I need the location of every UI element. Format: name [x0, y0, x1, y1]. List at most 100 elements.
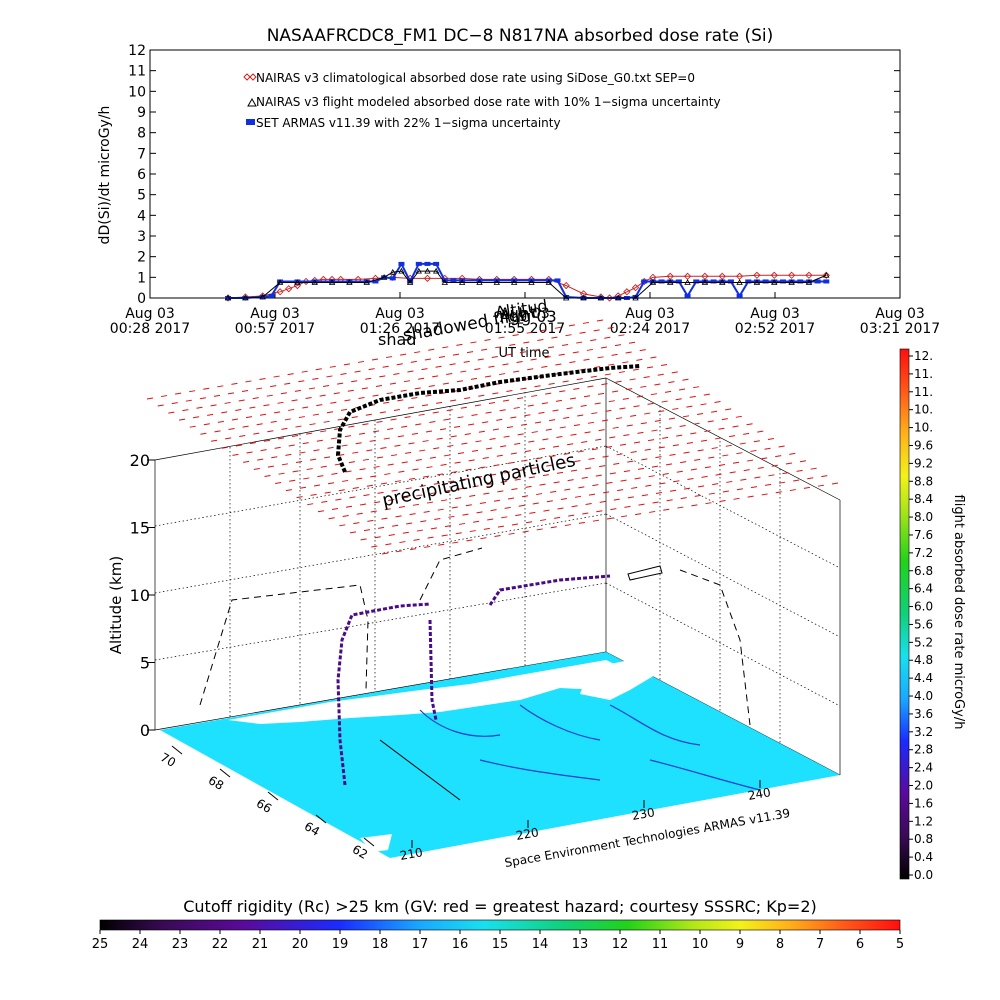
series-line — [228, 261, 827, 299]
mesh-dash — [761, 457, 768, 460]
mesh-dash — [486, 447, 493, 450]
mesh-dash — [447, 480, 454, 483]
mesh-dash — [502, 399, 510, 402]
mesh-dash — [316, 404, 323, 407]
mesh-dash — [460, 406, 467, 409]
mesh-dash — [312, 413, 319, 416]
dose-tick-label: 11. — [914, 385, 933, 399]
mesh-dash — [405, 487, 412, 490]
data-point — [398, 261, 405, 266]
mesh-dash — [544, 356, 551, 359]
mesh-dash — [442, 382, 449, 385]
y-tick-label: 8 — [137, 126, 146, 142]
mesh-dash — [587, 421, 595, 424]
mesh-dash — [579, 331, 586, 334]
data-point — [736, 293, 743, 298]
mesh-dash — [469, 530, 476, 533]
mesh-dash — [562, 343, 569, 346]
mesh-dash — [563, 416, 570, 419]
mesh-dash — [323, 420, 330, 423]
data-point — [771, 279, 778, 285]
mesh-dash — [683, 451, 690, 454]
lat-tick-mark — [363, 837, 375, 847]
mesh-dash — [592, 519, 600, 522]
mesh-dash — [475, 440, 482, 443]
mesh-dash — [384, 473, 391, 476]
legend-label: NAIRAS v3 flight modeled absorbed dose r… — [256, 95, 721, 109]
mesh-dash — [753, 440, 760, 443]
mesh-dash — [785, 462, 792, 465]
mesh-dash — [309, 423, 316, 426]
mesh-dash — [451, 471, 458, 474]
mesh-dash — [277, 437, 285, 440]
data-point — [259, 293, 266, 300]
mesh-dash — [668, 381, 675, 384]
lat-tick-mark — [219, 768, 231, 778]
longitude-ticks: 210 220 230 240 — [399, 780, 772, 863]
mesh-dash — [577, 450, 584, 453]
mesh-dash — [492, 428, 499, 431]
mesh-dash — [320, 430, 327, 433]
mesh-dash — [821, 475, 828, 478]
mesh-dash — [301, 370, 308, 373]
mesh-dash — [528, 476, 535, 479]
mesh-dash — [594, 402, 601, 405]
mesh-dash — [524, 414, 531, 417]
mesh-dash — [628, 341, 636, 344]
mesh-dash — [374, 536, 381, 539]
mesh-dash — [344, 399, 351, 402]
data-point — [632, 294, 639, 299]
mesh-dash — [615, 417, 623, 420]
mesh-dash — [696, 413, 704, 416]
mesh-dash — [565, 334, 572, 337]
mesh-dash — [408, 442, 415, 445]
mesh-dash — [601, 419, 609, 422]
mesh-dash — [260, 449, 267, 452]
mesh-dash — [379, 375, 386, 378]
mesh-dash — [651, 465, 659, 468]
mesh-dash — [426, 466, 433, 469]
mesh-dash — [478, 394, 485, 397]
mesh-dash — [478, 430, 485, 433]
mesh-dash — [514, 478, 521, 481]
mesh-dash — [391, 489, 398, 492]
mesh-dash — [277, 401, 284, 404]
mesh-dash — [495, 346, 502, 349]
mesh-dash — [339, 524, 346, 527]
mesh-dash — [687, 478, 694, 481]
mesh-dash — [534, 421, 542, 424]
mesh-dash — [518, 504, 525, 507]
mesh-dash — [615, 380, 622, 383]
data-point — [719, 279, 726, 284]
mesh-dash — [700, 439, 708, 442]
mesh-dash — [569, 397, 577, 400]
mesh-dash — [578, 486, 585, 489]
mesh-dash — [513, 406, 520, 409]
mesh-label: precipitating particles — [380, 450, 577, 511]
mesh-dash — [778, 445, 785, 448]
data-point — [684, 293, 691, 298]
top-chart-title: NASAAFRCDC8_FM1 DC−8 N817NA absorbed dos… — [267, 26, 774, 46]
mesh-dash — [369, 439, 376, 442]
mesh-dash — [546, 500, 553, 503]
mesh-dash — [503, 435, 510, 438]
mesh-dash — [424, 545, 431, 548]
data-point — [562, 281, 570, 290]
mesh-dash — [298, 380, 305, 383]
mesh-dash — [583, 395, 591, 398]
mesh-dash — [256, 387, 263, 390]
data-point — [285, 285, 293, 293]
rc-tick-label: 25 — [92, 937, 109, 952]
data-point — [433, 261, 440, 266]
mesh-dash — [438, 543, 445, 546]
mesh-dash — [721, 418, 728, 421]
mesh-dash — [569, 361, 576, 364]
mesh-dash — [732, 425, 739, 428]
data-point — [510, 279, 518, 285]
mesh-dash — [493, 464, 500, 467]
mesh-dash — [288, 408, 295, 411]
mesh-dash — [789, 489, 796, 492]
mesh-dash — [460, 370, 467, 373]
mesh-dash — [736, 452, 743, 455]
